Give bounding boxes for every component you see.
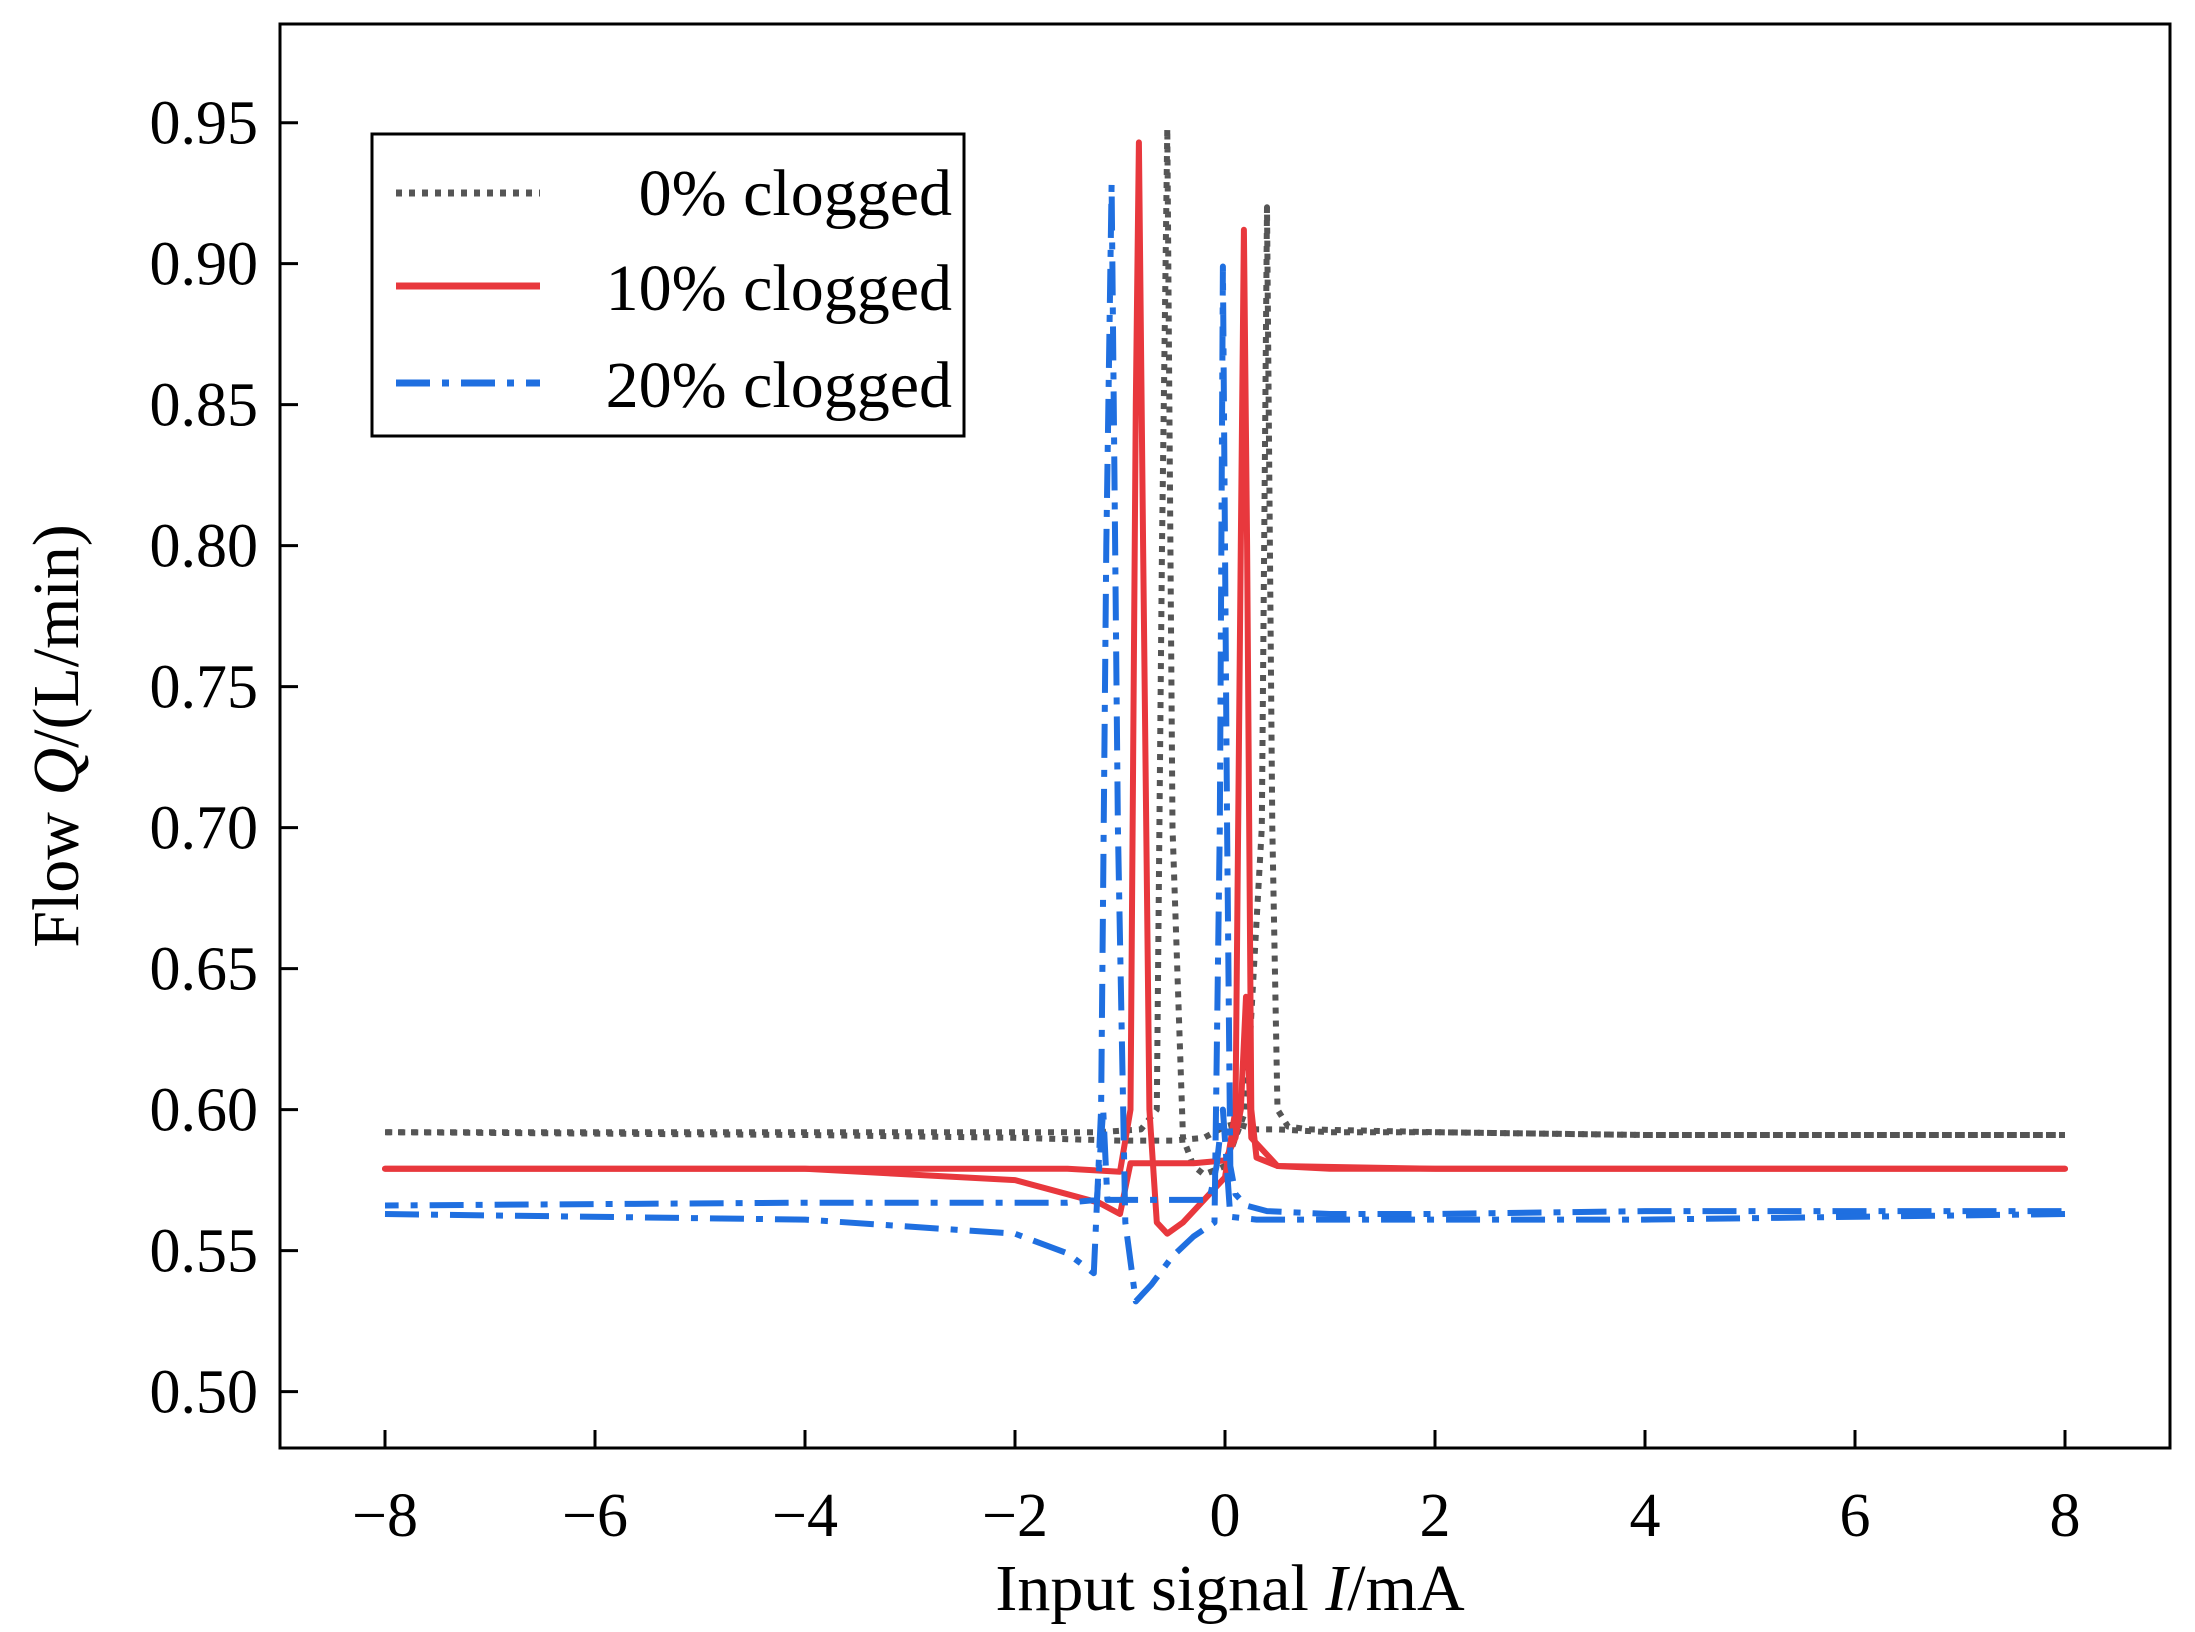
x-tick-label: 8	[2050, 1482, 2081, 1550]
legend-entry-0: 0% clogged	[396, 157, 952, 230]
legend: 0% clogged 10% clogged 20% clogged	[370, 132, 966, 438]
y-tick-label: 0.80	[150, 513, 259, 581]
y-tick-label: 0.60	[150, 1077, 259, 1145]
x-tick-label: 6	[1840, 1482, 1871, 1550]
x-tick-label: 0	[1210, 1482, 1241, 1550]
y-axis-label-prefix: Flow	[20, 796, 93, 948]
y-axis-label-var: Q	[20, 748, 93, 796]
y-axis: 0.50 0.55 0.60 0.65 0.70 0.75 0.80 0.85 0.90 0.95	[150, 90, 298, 1427]
y-tick-label: 0.75	[150, 654, 259, 722]
x-tick-label: −4	[772, 1482, 838, 1550]
series-layer	[382, 125, 2068, 1305]
x-tick-label: −6	[562, 1482, 628, 1550]
x-axis: −8 −6 −4 −2 0 2 4 6 8	[352, 1430, 2081, 1550]
x-axis-label-var: I	[1324, 1552, 1350, 1625]
legend-entry-2: 20% clogged	[396, 349, 952, 422]
y-axis-label-suffix: /(L/min)	[20, 524, 93, 748]
series-2-line-forward	[384, 181, 2065, 1305]
x-axis-label: Input signal I/mA	[995, 1552, 1465, 1625]
y-tick-label: 0.70	[150, 795, 259, 863]
y-tick-label: 0.85	[150, 372, 259, 440]
x-tick-label: −2	[982, 1482, 1048, 1550]
y-axis-label: Flow Q/(L/min)	[20, 524, 93, 948]
y-tick-label: 0.55	[150, 1218, 259, 1286]
y-tick-label: 0.50	[150, 1359, 259, 1427]
legend-label-0: 0% clogged	[639, 157, 952, 230]
legend-label-2: 20% clogged	[606, 349, 952, 422]
y-tick-label: 0.90	[150, 231, 259, 299]
x-tick-label: 4	[1630, 1482, 1661, 1550]
y-tick-label: 0.95	[150, 90, 259, 158]
y-tick-label: 0.65	[150, 936, 259, 1004]
x-tick-label: −8	[352, 1482, 418, 1550]
legend-label-1: 10% clogged	[606, 252, 952, 325]
x-tick-label: 2	[1420, 1482, 1451, 1550]
series-2-line-return	[384, 1106, 2066, 1223]
x-axis-label-prefix: Input signal	[995, 1552, 1325, 1625]
x-axis-label-suffix: /mA	[1347, 1552, 1465, 1625]
legend-entry-1: 10% clogged	[396, 252, 952, 325]
